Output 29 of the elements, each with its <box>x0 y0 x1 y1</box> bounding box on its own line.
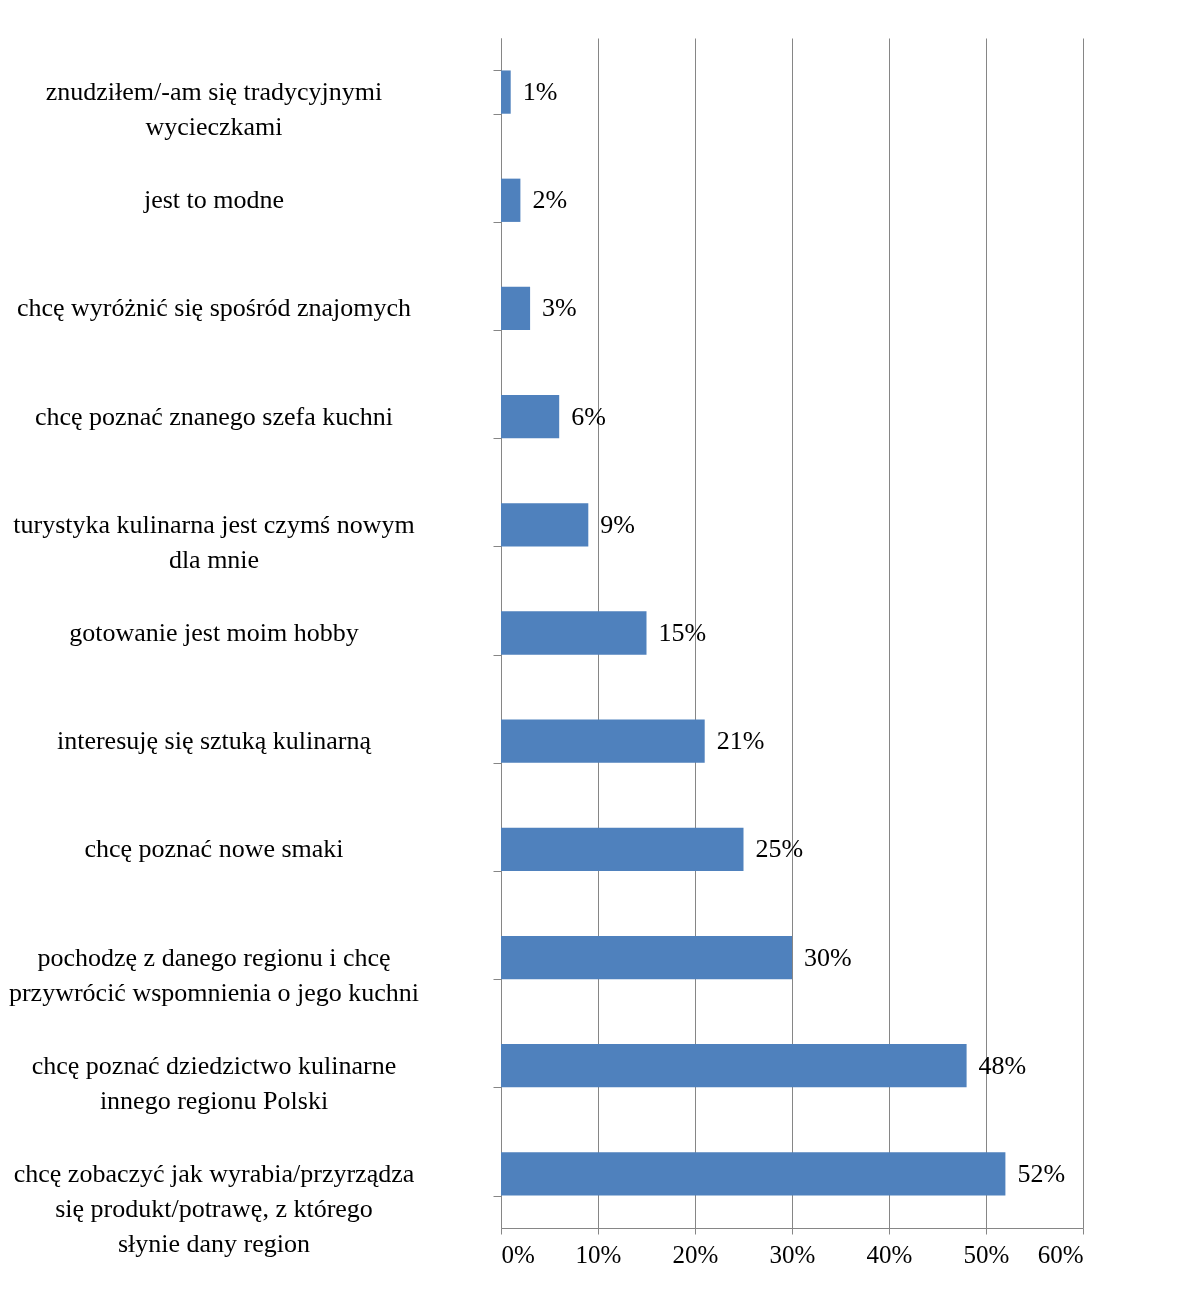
y-tick-label: turystyka kulinarna jest czymś nowym dla mnie <box>13 509 415 574</box>
data-label: 9% <box>600 509 635 539</box>
y-tick-label: gotowanie jest moim hobby <box>69 618 359 647</box>
data-label: 48% <box>978 1050 1027 1080</box>
y-tick-label: chcę poznać znanego szefa kuchni <box>34 401 394 431</box>
y-tick-label: chcę zobaczyć jak wyrabia/przyrządza się produkt/potrawę, z którego słynie dany region <box>13 1158 415 1258</box>
data-label: 52% <box>1017 1158 1066 1188</box>
data-label: 15% <box>658 618 707 647</box>
x-tick-label: 40% <box>866 1240 913 1268</box>
x-tick-label: 50% <box>963 1240 1010 1268</box>
x-tick-label: 30% <box>769 1240 816 1268</box>
y-tick-label: znudziłem/-am się tradycyjnymi wycieczkami <box>45 77 383 142</box>
x-tick-label: 0% <box>501 1240 535 1268</box>
data-label: 2% <box>532 185 568 215</box>
y-tick-label: chcę wyróżnić się spośród znajomych <box>16 293 412 323</box>
data-label: 30% <box>804 942 852 972</box>
data-label: 25% <box>755 834 804 864</box>
x-tick-label: 20% <box>672 1240 719 1268</box>
x-tick-label: 10% <box>575 1240 622 1268</box>
data-label: 3% <box>542 293 577 323</box>
y-tick-label: jest to modne <box>142 185 285 215</box>
y-tick-label: chcę poznać dziedzictwo kulinarne innego regionu Polski <box>31 1050 397 1115</box>
data-label: 21% <box>716 726 765 756</box>
data-label: 1% <box>522 77 558 107</box>
y-tick-label: chcę poznać nowe smaki <box>84 834 344 864</box>
y-tick-label: pochodzę z danego regionu i chcę przywrócić wspomnienia o jego kuchni <box>8 942 420 1007</box>
data-label: 6% <box>571 401 606 431</box>
y-tick-label: interesuję się sztuką kulinarną <box>56 726 372 756</box>
x-tick-label: 60% <box>1037 1240 1084 1268</box>
